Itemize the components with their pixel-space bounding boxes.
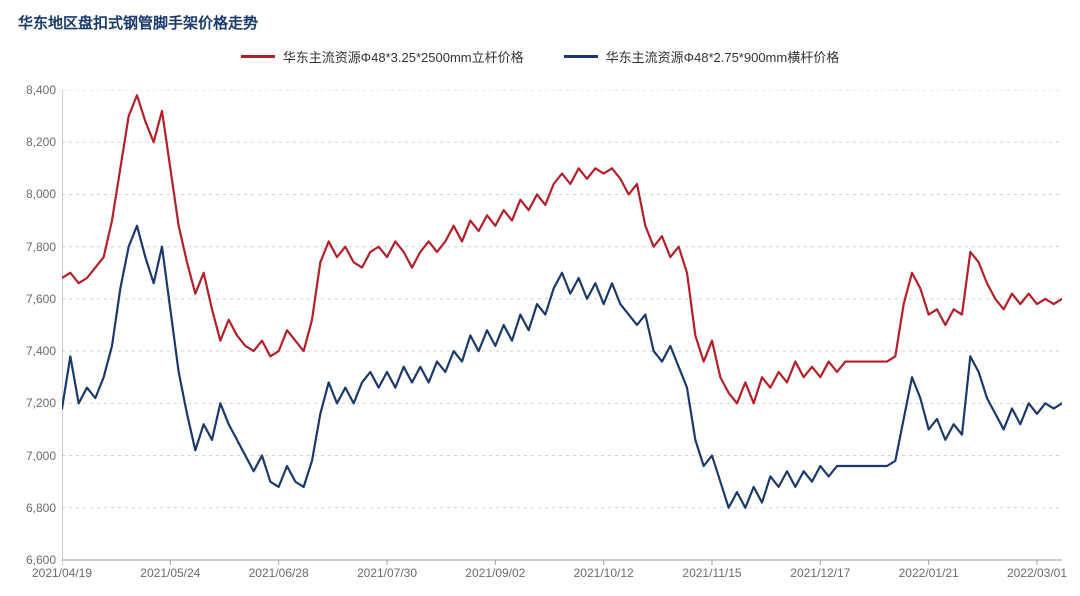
y-tick-label: 7,800: [26, 240, 56, 254]
x-tick-label: 2021/12/17: [790, 566, 850, 580]
x-tick-label: 2021/07/30: [357, 566, 417, 580]
y-tick-label: 6,800: [26, 501, 56, 515]
series-line-1: [62, 226, 1062, 508]
chart-plot-area: 6,6006,8007,0007,2007,4007,6007,8008,000…: [62, 90, 1062, 560]
legend-item-1: 华东主流资源Φ48*2.75*900mm横杆价格: [564, 47, 840, 66]
x-tick-label: 2021/09/02: [465, 566, 525, 580]
y-tick-label: 8,400: [26, 83, 56, 97]
legend-swatch-0: [241, 55, 275, 58]
y-tick-label: 8,200: [26, 135, 56, 149]
legend-label-1: 华东主流资源Φ48*2.75*900mm横杆价格: [606, 47, 840, 66]
series-line-0: [62, 95, 1062, 403]
chart-title: 华东地区盘扣式钢管脚手架价格走势: [18, 12, 258, 33]
y-tick-label: 7,200: [26, 396, 56, 410]
x-tick-label: 2021/04/19: [32, 566, 92, 580]
x-tick-label: 2022/01/21: [899, 566, 959, 580]
x-tick-label: 2021/06/28: [249, 566, 309, 580]
y-tick-label: 7,000: [26, 449, 56, 463]
y-tick-label: 7,400: [26, 344, 56, 358]
x-tick-label: 2021/11/15: [682, 566, 741, 580]
y-tick-label: 7,600: [26, 292, 56, 306]
x-tick-label: 2021/05/24: [140, 566, 200, 580]
chart-svg: [62, 90, 1062, 566]
legend-label-0: 华东主流资源Φ48*3.25*2500mm立杆价格: [283, 47, 524, 66]
legend-swatch-1: [564, 55, 598, 58]
y-tick-label: 6,600: [26, 553, 56, 567]
x-tick-label: 2021/10/12: [574, 566, 634, 580]
x-tick-label: 2022/03/01: [1007, 566, 1067, 580]
legend: 华东主流资源Φ48*3.25*2500mm立杆价格 华东主流资源Φ48*2.75*…: [0, 46, 1080, 66]
y-tick-label: 8,000: [26, 187, 56, 201]
legend-item-0: 华东主流资源Φ48*3.25*2500mm立杆价格: [241, 47, 524, 66]
